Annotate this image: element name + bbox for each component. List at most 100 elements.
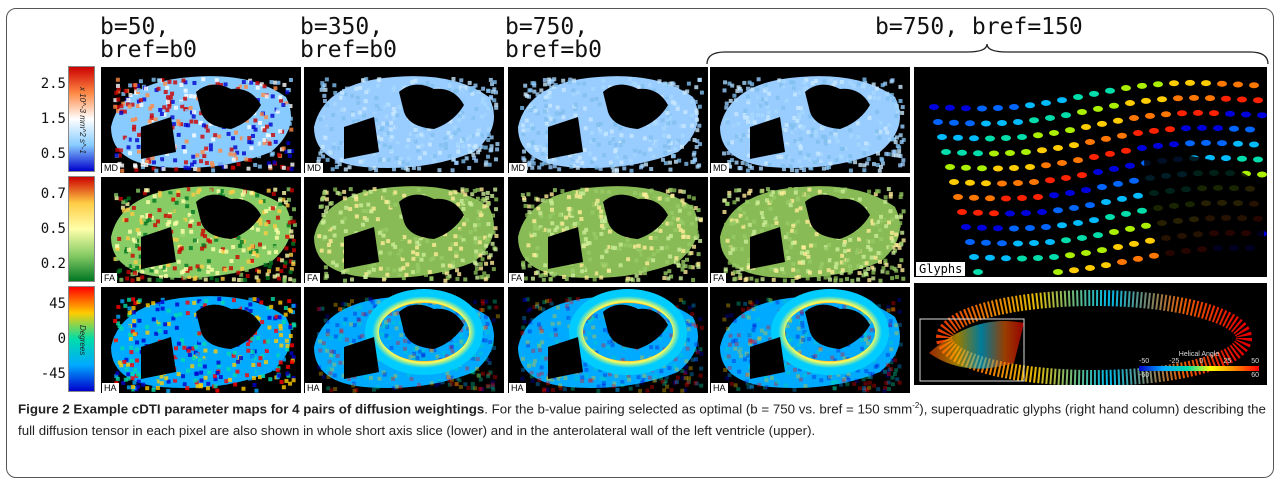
figure-caption: Figure 2 Example cDTI parameter maps for…: [18, 401, 1266, 439]
glyph: [1029, 117, 1039, 124]
map-tag: MD: [509, 163, 527, 173]
glyph: [1121, 85, 1131, 92]
glyph: [997, 120, 1007, 127]
glyph: [945, 104, 955, 111]
glyph: [933, 119, 943, 125]
glyph: [1197, 124, 1207, 131]
tick-label: -45: [40, 366, 66, 382]
glyph: [1117, 132, 1127, 139]
column-header-1: b=50, bref=b0: [100, 14, 197, 63]
glyph: [1025, 102, 1035, 109]
map-tag: MD: [711, 163, 729, 173]
glyph: [1257, 112, 1267, 119]
glyph: [1077, 172, 1087, 179]
glyph: [1077, 109, 1087, 116]
glyph: [1085, 139, 1095, 146]
map-panel-fa-3: FA: [507, 176, 709, 284]
glyph: [1133, 130, 1143, 137]
glyph: [1053, 207, 1063, 214]
glyph: [961, 105, 971, 112]
glyph: [945, 164, 955, 170]
glyph: [1097, 184, 1107, 191]
glyph: [1041, 99, 1051, 106]
figure-frame: [6, 8, 1274, 478]
colorbar-unit: x 10^-3 mm^2 s^-1: [78, 86, 87, 154]
map-panel-md-1: MD: [100, 66, 302, 174]
glyph: [1061, 237, 1071, 244]
glyph: [1053, 268, 1063, 275]
glyph: [1149, 127, 1159, 134]
glyph: [1089, 217, 1099, 224]
glyph: [1069, 267, 1079, 274]
ha-tick: -25: [1169, 358, 1180, 365]
glyph: [1113, 117, 1123, 124]
glyph: [1069, 204, 1079, 211]
glyph: [977, 105, 987, 112]
glyph: [1093, 105, 1103, 112]
glyph: [1189, 94, 1199, 101]
column-header-2: b=350, bref=b0: [300, 14, 397, 63]
glyph: [1149, 252, 1159, 259]
glyph: [949, 179, 959, 185]
glyph: [973, 209, 983, 216]
glyph: [1117, 259, 1127, 266]
glyph: [1057, 159, 1067, 166]
glyph: [1181, 125, 1191, 132]
glyph: [985, 135, 995, 142]
glyph: [997, 240, 1007, 247]
glyph: [1101, 199, 1111, 206]
glyph: [1077, 234, 1087, 241]
glyph: [949, 119, 959, 126]
glyph: [1005, 150, 1015, 157]
glyph: [1033, 255, 1043, 262]
scale-ticks-fa: 0.7 0.5 0.2: [10, 176, 66, 282]
glyph: [929, 104, 939, 110]
ha-tick: 25: [1223, 358, 1232, 365]
glyph: [1097, 120, 1107, 127]
glyph: [1045, 177, 1055, 184]
glyph: [997, 180, 1007, 187]
glyph: [1025, 163, 1035, 170]
glyph: [1141, 97, 1151, 104]
glyph: [1165, 126, 1175, 133]
glyphs-label: Glyphs: [916, 262, 966, 276]
glyph: [1089, 90, 1099, 97]
glyph: [981, 239, 991, 246]
glyph: [1201, 139, 1211, 146]
ha-tick: 50: [1251, 358, 1259, 365]
glyph: [1009, 103, 1019, 110]
colorbar-fa: [68, 176, 95, 282]
glyph: [1153, 142, 1163, 149]
glyph: [981, 180, 991, 187]
map-tag: HA: [509, 383, 526, 393]
tick-label: 0.7: [40, 186, 66, 202]
glyph: [1137, 145, 1147, 152]
map-tag: FA: [102, 273, 118, 283]
glyph: [1073, 157, 1083, 164]
glyph: [1013, 118, 1023, 125]
glyph: [1113, 244, 1123, 251]
glyph: [1061, 174, 1071, 181]
glyph: [969, 194, 979, 201]
glyph: [1073, 219, 1083, 226]
glyph: [1105, 87, 1115, 94]
glyph: [969, 135, 979, 142]
glyph: [1001, 255, 1011, 262]
glyph: [1053, 144, 1063, 151]
glyph: [993, 105, 1003, 112]
glyph: [1137, 82, 1147, 89]
glyph: [957, 209, 967, 215]
glyph: [1081, 249, 1091, 256]
glyph: [1045, 114, 1055, 121]
map-panel-ha-4: HA: [709, 286, 911, 394]
glyph: [1185, 79, 1195, 86]
glyph: [1233, 81, 1243, 88]
map-tag: HA: [305, 383, 322, 393]
glyph: [1101, 262, 1111, 269]
glyph: [1249, 82, 1259, 89]
glyph: [1005, 210, 1015, 217]
glyph: [1009, 225, 1019, 232]
glyph: [1253, 97, 1263, 104]
glyph: [1117, 195, 1127, 202]
glyph: [1129, 115, 1139, 122]
